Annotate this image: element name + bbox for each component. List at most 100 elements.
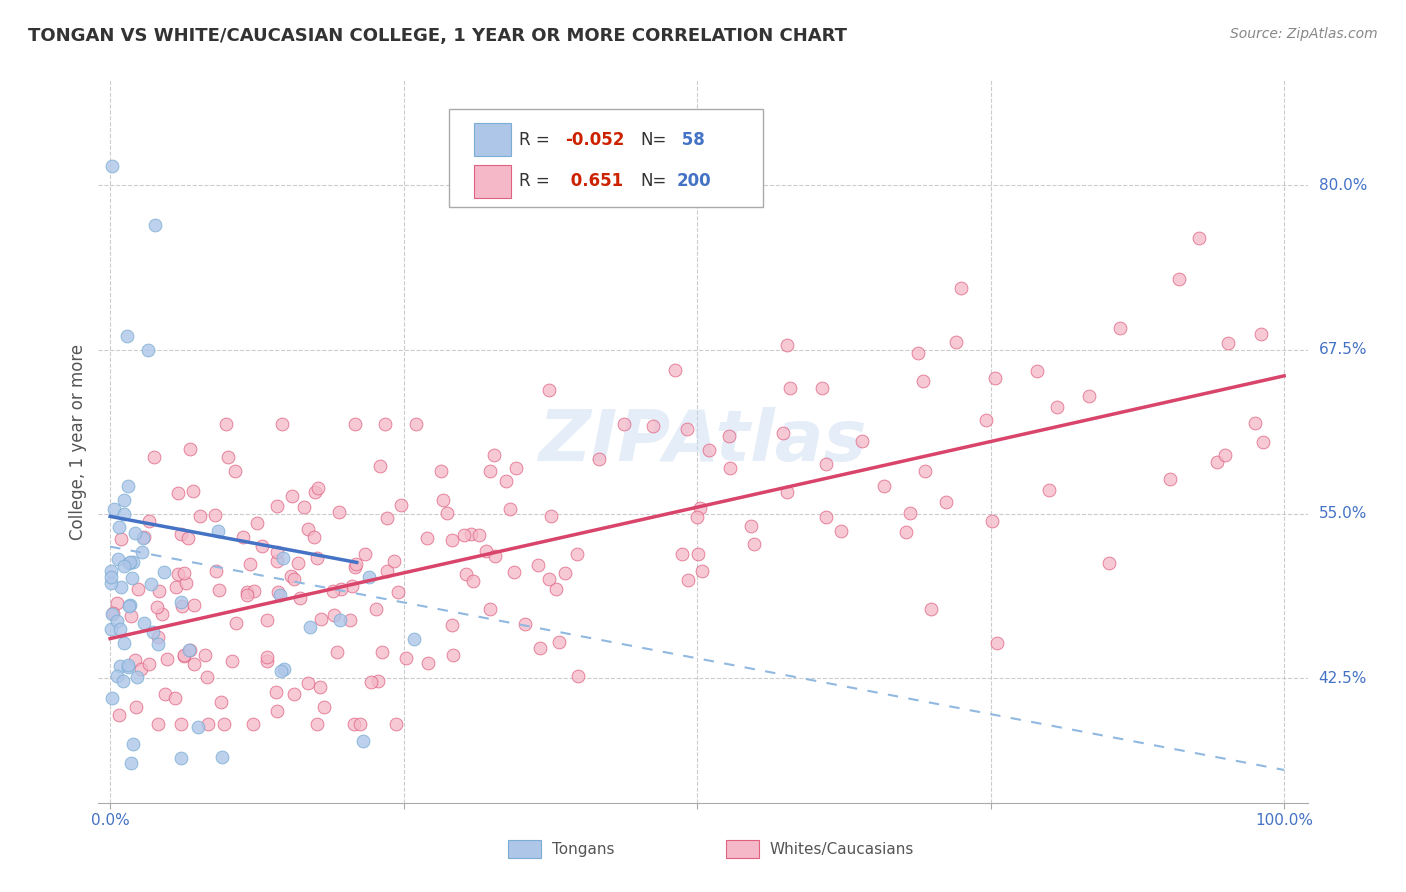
Point — [100, 623, 122, 637]
Point — [283, 572, 305, 586]
Point — [132, 530, 155, 544]
Point — [949, 281, 972, 295]
Point — [1159, 472, 1181, 486]
Point — [329, 613, 352, 627]
Point — [323, 607, 346, 622]
Text: 58: 58 — [676, 130, 706, 149]
Point — [503, 565, 526, 579]
Point — [479, 464, 502, 478]
Text: 80.0%: 80.0% — [1319, 178, 1367, 193]
Point — [225, 615, 247, 630]
Point — [250, 539, 273, 553]
FancyBboxPatch shape — [474, 123, 510, 156]
Point — [271, 551, 294, 566]
Point — [441, 648, 464, 662]
Point — [322, 583, 344, 598]
Point — [150, 607, 173, 621]
Point — [460, 527, 482, 541]
Point — [242, 717, 264, 731]
Point — [692, 565, 714, 579]
Point — [671, 548, 693, 562]
Point — [107, 552, 129, 566]
Point — [288, 591, 311, 606]
Point — [118, 555, 141, 569]
Point — [197, 670, 219, 684]
Point — [273, 662, 295, 676]
Point — [170, 526, 193, 541]
Point — [287, 556, 309, 570]
Point — [983, 371, 1005, 385]
Point — [1077, 389, 1099, 403]
Point — [513, 617, 536, 632]
Point — [207, 582, 229, 597]
Point — [405, 417, 427, 432]
Point — [395, 651, 418, 665]
FancyBboxPatch shape — [509, 840, 541, 858]
Point — [527, 558, 550, 572]
Point — [146, 637, 169, 651]
Point — [811, 380, 834, 394]
Point — [108, 519, 131, 533]
Point — [935, 495, 957, 509]
Point — [118, 599, 141, 613]
Point — [686, 509, 709, 524]
Text: -0.052: -0.052 — [565, 130, 624, 149]
Point — [183, 598, 205, 612]
Point — [299, 620, 322, 634]
Point — [815, 457, 838, 471]
Point — [143, 218, 166, 232]
Point — [246, 516, 269, 530]
Point — [343, 717, 366, 731]
Point — [194, 648, 217, 663]
Point — [266, 704, 288, 718]
Point — [779, 381, 801, 395]
Point — [1188, 231, 1211, 245]
Point — [108, 622, 131, 636]
Point — [236, 584, 259, 599]
Text: ZIPAtlas: ZIPAtlas — [538, 407, 868, 476]
Point — [112, 558, 135, 573]
Point — [740, 518, 762, 533]
Point — [744, 537, 766, 551]
Point — [505, 460, 527, 475]
Point — [256, 654, 278, 668]
Point — [204, 508, 226, 523]
FancyBboxPatch shape — [474, 165, 510, 198]
FancyBboxPatch shape — [725, 840, 759, 858]
Point — [243, 583, 266, 598]
Point — [280, 569, 302, 583]
Point — [269, 589, 291, 603]
Point — [239, 557, 262, 571]
Point — [112, 493, 135, 508]
Point — [814, 510, 837, 524]
Text: 0.651: 0.651 — [565, 172, 623, 190]
Point — [111, 674, 134, 689]
Point — [173, 566, 195, 581]
Point — [124, 653, 146, 667]
Point — [170, 717, 193, 731]
Point — [166, 486, 188, 500]
Point — [197, 717, 219, 731]
Point — [127, 582, 149, 596]
Point — [309, 681, 332, 695]
Point — [371, 645, 394, 659]
Point — [375, 564, 398, 578]
Point — [266, 685, 288, 699]
Point — [177, 643, 200, 657]
Point — [718, 461, 741, 475]
Point — [142, 450, 165, 465]
Point — [375, 511, 398, 525]
Point — [479, 601, 502, 615]
Point — [920, 602, 942, 616]
Point — [211, 749, 233, 764]
Point — [131, 531, 153, 545]
Point — [270, 664, 292, 678]
Point — [120, 598, 142, 612]
Point — [100, 564, 122, 578]
Point — [367, 673, 389, 688]
Point — [100, 575, 122, 590]
Point — [187, 720, 209, 734]
Point — [212, 717, 235, 731]
Point — [292, 500, 315, 514]
Point — [567, 669, 589, 683]
